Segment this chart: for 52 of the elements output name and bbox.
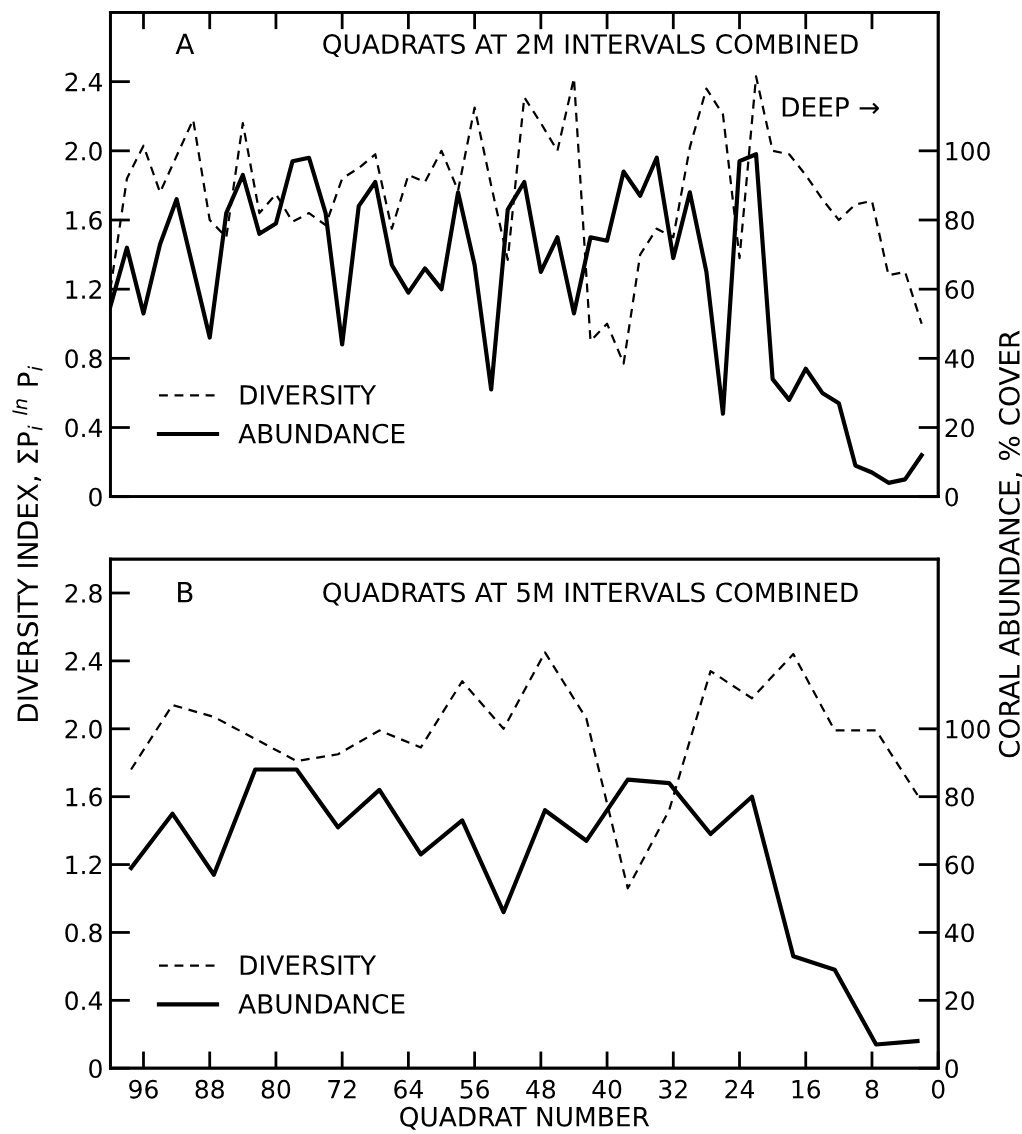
y2-tick-label: 80 — [945, 210, 974, 230]
y-tick-label: 1.6 — [66, 787, 102, 807]
y-axis-title: DIVERSITY INDEX, ΣP$_{i}$ $^{ln}$ P$_{i}$ — [12, 366, 43, 721]
x-tick-label: 88 — [195, 1079, 224, 1099]
annotation: DEEP → — [782, 97, 879, 117]
y2-tick-label: 100 — [946, 141, 990, 161]
x-tick-label: 72 — [328, 1079, 356, 1099]
y-tick-label: 2.0 — [65, 141, 102, 161]
annotation: B — [178, 582, 193, 603]
y2-tick-label: 0 — [945, 487, 958, 507]
x-tick-label: 0 — [931, 1079, 945, 1099]
y2-tick-label: 60 — [945, 855, 974, 875]
legend-label: ABUNDANCE — [238, 423, 405, 444]
y-tick-label: 1.6 — [66, 210, 102, 230]
y2-tick-label: 40 — [944, 349, 974, 369]
y-tick-label: 2.4 — [65, 651, 103, 671]
y-tick-label: 0.8 — [65, 923, 102, 943]
text: QUADRATS AT 2M INTERVALS COMBINED — [323, 34, 858, 58]
x-axis-title: QUADRAT NUMBER — [400, 1106, 650, 1130]
x-tick-label: 8 — [865, 1079, 879, 1099]
x-tick-label: 16 — [792, 1079, 821, 1099]
x-tick-label: 48 — [526, 1079, 556, 1099]
y-tick-label: 1.2 — [66, 280, 101, 299]
y-tick-label: 0.4 — [65, 991, 103, 1011]
x-tick-label: 64 — [394, 1079, 423, 1099]
x-tick-label: 32 — [659, 1079, 687, 1099]
x-tick-label: 96 — [129, 1079, 158, 1099]
annotation: A — [175, 33, 195, 55]
x-tick-label: 56 — [460, 1079, 489, 1099]
text: QUADRATS AT 5M INTERVALS COMBINED — [323, 582, 858, 606]
x-tick-label: 24 — [725, 1079, 755, 1099]
y2-tick-label: 0 — [945, 1059, 958, 1079]
x-tick-label: 40 — [592, 1079, 622, 1099]
y-tick-label: 0 — [89, 487, 102, 507]
y-tick-label: 0.4 — [65, 418, 103, 438]
y-tick-label: 2.4 — [65, 72, 103, 92]
y2-tick-label: 60 — [945, 280, 974, 300]
y-tick-label: 2.0 — [65, 719, 102, 739]
legend-label: ABUNDANCE — [238, 993, 405, 1014]
legend-label: DIVERSITY — [240, 955, 377, 976]
y-tick-label: 2.8 — [65, 583, 102, 603]
y2-tick-label: 100 — [946, 719, 990, 739]
x-tick-label: 80 — [261, 1079, 291, 1099]
y2-tick-label: 20 — [945, 418, 974, 438]
y2-tick-label: 40 — [944, 923, 974, 943]
legend-label: DIVERSITY — [240, 384, 377, 405]
y2-axis-title: CORAL ABUNDANCE, % COVER — [998, 330, 1022, 758]
y2-tick-label: 80 — [945, 787, 974, 807]
y-tick-label: 0.8 — [65, 349, 102, 369]
y-tick-label: 1.2 — [66, 855, 101, 875]
y2-tick-label: 20 — [945, 991, 974, 1011]
y-tick-label: 0 — [89, 1059, 102, 1079]
